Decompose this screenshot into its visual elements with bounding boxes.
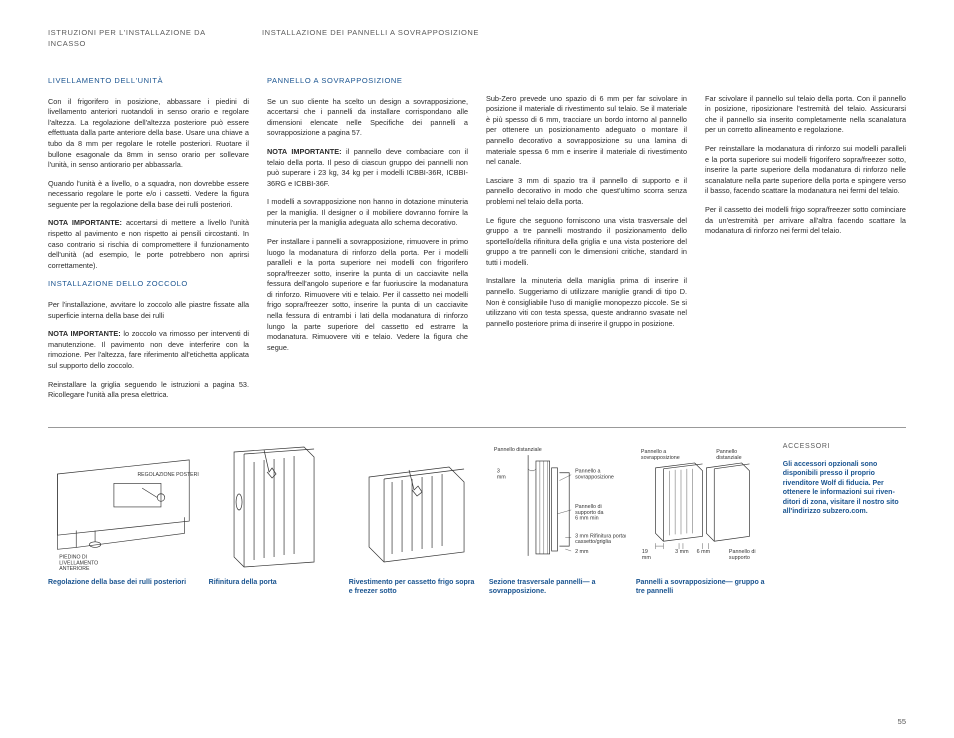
paragraph: Per l'installazione, avvitare lo zoccolo… — [48, 300, 249, 321]
paragraph: Le figure che seguono forniscono una vis… — [486, 216, 687, 269]
paragraph: Per reinstallare la modanatura di rinfor… — [705, 144, 906, 197]
diagram-label: 3mm — [497, 469, 506, 481]
diagram-label: Pannello asovrapposizione — [575, 469, 614, 481]
paragraph: Installare la minuteria della maniglia p… — [486, 276, 687, 329]
column-3: Sub-Zero prevede uno spazio di 6 mm per … — [486, 76, 687, 409]
diagram-label: REGOLAZIONE POSTERIORE — [137, 472, 198, 478]
diagram-label: PIEDINO DILIVELLAMENTOANTERIORE — [59, 555, 98, 570]
figure-caption: Pannelli a sovrapposizione— gruppo a tre… — [636, 578, 773, 596]
accessories-text: Gli accessori opzionali sono disponibili… — [783, 460, 906, 517]
note-label: NOTA IMPORTANTE: — [267, 147, 342, 156]
figures-row: REGOLAZIONE POSTERIORE PIEDINO DILIVELLA… — [48, 442, 906, 596]
page-header: ISTRUZIONI PER L'INSTALLAZIONE DA INCASS… — [48, 28, 906, 50]
section-title: INSTALLAZIONE DELLO ZOCCOLO — [48, 279, 249, 290]
page-number: 55 — [898, 717, 906, 728]
diagram-label: 3 mm — [675, 549, 689, 555]
diagram-label: Pannello disupporto da6 mm min — [575, 504, 603, 522]
figure-3: Rivestimento per cassetto frigo sopra e … — [349, 442, 479, 596]
figure-caption: Sezione trasversale pannelli— a sovrappo… — [489, 578, 626, 596]
section-title: LIVELLAMENTO DELL'UNITÀ — [48, 76, 249, 87]
figure-caption: Regolazione della base dei rulli posteri… — [48, 578, 199, 587]
paragraph: Se un suo cliente ha scelto un design a … — [267, 97, 468, 139]
paragraph: Reinstallare la griglia seguendo le istr… — [48, 380, 249, 401]
figure-2: Rifinitura della porta — [209, 442, 339, 596]
header-right: INSTALLAZIONE DEI PANNELLI A SOVRAPPOSIZ… — [262, 28, 479, 50]
figure-caption: Rivestimento per cassetto frigo sopra e … — [349, 578, 479, 596]
diagram-base-rollers: REGOLAZIONE POSTERIORE PIEDINO DILIVELLA… — [48, 442, 199, 570]
diagram-label: Pannello asovrapposizione — [641, 449, 680, 461]
diagram-label: Pannello distanziale — [494, 447, 542, 453]
column-4: Far scivolare il pannello sul telaio del… — [705, 76, 906, 409]
paragraph: Per il cassetto dei modelli frigo sopra/… — [705, 205, 906, 237]
paragraph: I modelli a sovrapposizione non hanno in… — [267, 197, 468, 229]
diagram-drawer-coating — [349, 442, 479, 570]
note-label: NOTA IMPORTANTE: — [48, 218, 122, 227]
paragraph: NOTA IMPORTANTE: accertarsi di mettere a… — [48, 218, 249, 271]
accessories-title: ACCESSORI — [783, 442, 906, 452]
figure-caption: Rifinitura della porta — [209, 578, 339, 587]
column-2: PANNELLO A SOVRAPPOSIZIONE Se un suo cli… — [267, 76, 468, 409]
divider — [48, 427, 906, 428]
paragraph: NOTA IMPORTANTE: il pannello deve combac… — [267, 147, 468, 189]
diagram-cross-section: Pannello distanziale 3mm Pannello asovra… — [489, 442, 626, 570]
diagram-label: Pannellodistanziale — [716, 449, 741, 461]
diagram-label: 6 mm — [696, 549, 710, 555]
section-title: PANNELLO A SOVRAPPOSIZIONE — [267, 76, 468, 87]
diagram-label: Pannello disupporto — [729, 549, 756, 561]
figure-4: Pannello distanziale 3mm Pannello asovra… — [489, 442, 626, 596]
diagram-label: 19mm — [642, 549, 651, 561]
figure-1: REGOLAZIONE POSTERIORE PIEDINO DILIVELLA… — [48, 442, 199, 596]
paragraph: Per installare i pannelli a sovrapposizi… — [267, 237, 468, 353]
paragraph: Quando l'unità è a livello, o a squadra,… — [48, 179, 249, 211]
paragraph: NOTA IMPORTANTE: lo zoccolo va rimosso p… — [48, 329, 249, 371]
text-columns: LIVELLAMENTO DELL'UNITÀ Con il frigorife… — [48, 76, 906, 409]
diagram-three-panel: Pannello asovrapposizione Pannellodistan… — [636, 442, 773, 570]
paragraph: Con il frigorifero in posizione, abbassa… — [48, 97, 249, 171]
figure-5: Pannello asovrapposizione Pannellodistan… — [636, 442, 773, 596]
diagram-label: 2 mm — [575, 549, 589, 555]
column-1: LIVELLAMENTO DELL'UNITÀ Con il frigorife… — [48, 76, 249, 409]
diagram-door-trim — [209, 442, 339, 570]
paragraph: Far scivolare il pannello sul telaio del… — [705, 94, 906, 136]
accessories-sidebar: ACCESSORI Gli accessori opzionali sono d… — [783, 442, 906, 596]
paragraph: Sub-Zero prevede uno spazio di 6 mm per … — [486, 94, 687, 168]
header-left: ISTRUZIONI PER L'INSTALLAZIONE DA INCASS… — [48, 28, 206, 50]
note-label: NOTA IMPORTANTE: — [48, 329, 121, 338]
paragraph: Lasciare 3 mm di spazio tra il pannello … — [486, 176, 687, 208]
diagram-label: 3 mm Rifinitura porta/cassetto/griglia — [575, 533, 626, 545]
